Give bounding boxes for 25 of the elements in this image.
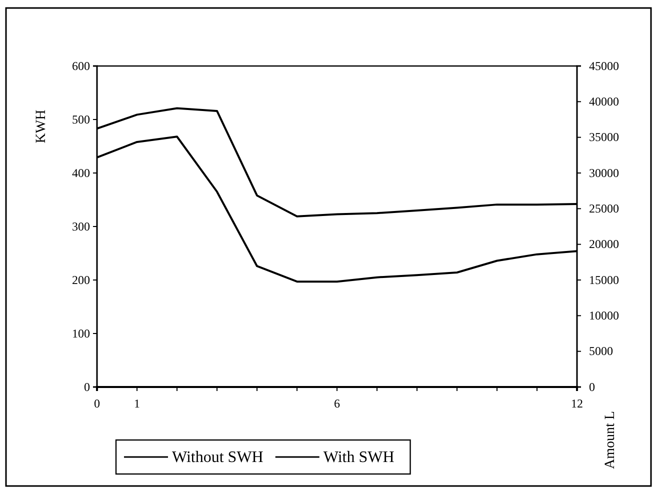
y2-tick-label: 10000 — [589, 308, 619, 323]
legend-label: With SWH — [323, 449, 395, 466]
y2-tick-label: 5000 — [589, 344, 613, 358]
legend-label: Without SWH — [172, 449, 264, 466]
y2-tick-label: 25000 — [589, 202, 619, 216]
y-tick-label: 200 — [72, 272, 90, 287]
y2-tick-label: 40000 — [589, 94, 619, 109]
y2-tick-label: 35000 — [589, 130, 619, 144]
x-tick-label: 6 — [334, 396, 340, 411]
x-tick-label: 1 — [134, 396, 140, 411]
y2-axis-title: Amount L — [603, 411, 618, 469]
x-tick-label: 0 — [94, 396, 100, 411]
y2-tick-label: 15000 — [589, 272, 619, 287]
y-tick-label: 500 — [72, 112, 90, 126]
y2-tick-label: 45000 — [589, 58, 619, 73]
y-tick-label: 100 — [72, 326, 90, 340]
y-tick-label: 600 — [72, 58, 90, 73]
y2-tick-label: 20000 — [589, 237, 619, 252]
y2-tick-label: 0 — [589, 380, 595, 394]
y2-tick-label: 30000 — [589, 166, 619, 180]
y-tick-label: 300 — [72, 219, 90, 234]
x-tick-label: 12 — [571, 396, 583, 411]
y-tick-label: 400 — [72, 166, 90, 180]
y-tick-label: 0 — [84, 380, 90, 394]
y-axis-title: KWH — [34, 110, 49, 144]
